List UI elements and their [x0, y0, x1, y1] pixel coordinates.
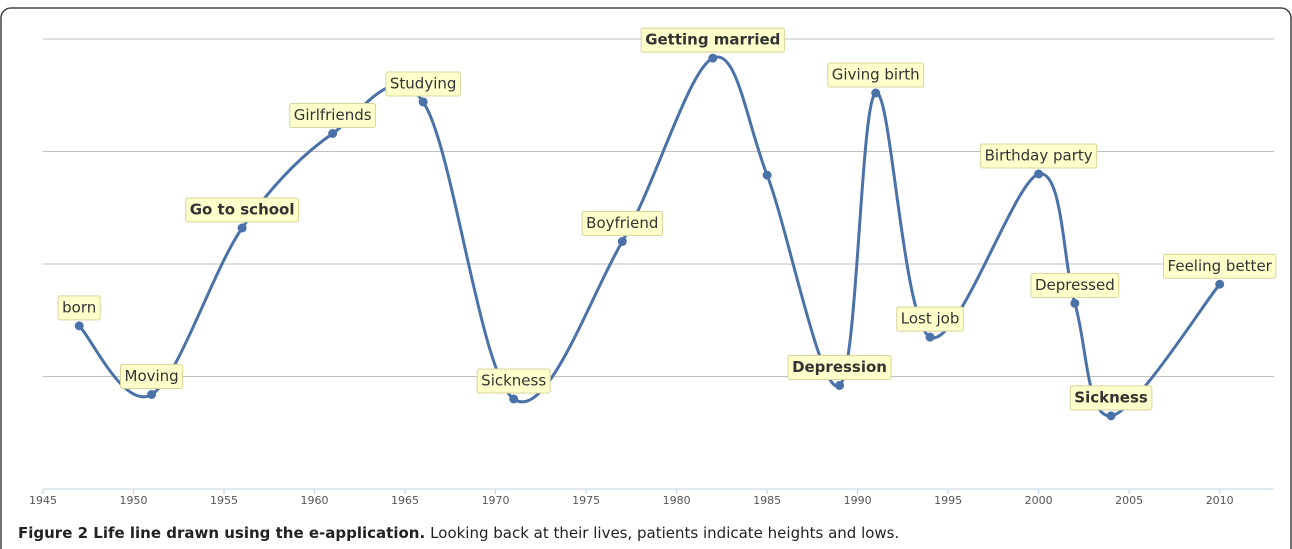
- label-text: Feeling better: [1168, 257, 1273, 275]
- x-tick-label: 1945: [29, 494, 57, 507]
- label-text: Girlfriends: [294, 106, 372, 124]
- event-label: Sickness: [476, 368, 551, 394]
- caption: Figure 2 Life line drawn using the e-app…: [18, 524, 899, 542]
- label-box: [1163, 253, 1277, 279]
- label-text: Go to school: [190, 201, 295, 219]
- label-box: [289, 103, 377, 128]
- event-label: Go to school: [185, 197, 300, 223]
- point: [418, 97, 428, 107]
- life-line: [78, 55, 1221, 418]
- x-tick-label: 1950: [120, 494, 148, 507]
- event-label: Getting married: [640, 27, 785, 53]
- label-text: Giving birth: [832, 66, 920, 84]
- label-box: [827, 62, 925, 88]
- point: [1215, 279, 1225, 289]
- point: [509, 394, 519, 404]
- x-tick-label: 2005: [1115, 494, 1143, 507]
- point: [1106, 411, 1116, 421]
- label-box: [1030, 272, 1120, 298]
- event-label: born: [57, 295, 101, 321]
- x-tick-label: 1975: [572, 494, 600, 507]
- label-box: [787, 355, 892, 380]
- label-text: Depressed: [1035, 276, 1115, 294]
- label-text: Depression: [792, 358, 887, 376]
- x-tick-label: 2010: [1206, 494, 1234, 507]
- frame: [0, 7, 1292, 549]
- point: [708, 53, 718, 63]
- label-text: Getting married: [645, 31, 780, 49]
- event-label: Sickness: [1069, 385, 1153, 411]
- event-label: Boyfriend: [581, 211, 663, 236]
- label-box: [1069, 385, 1153, 411]
- point: [328, 129, 338, 138]
- caption-text: Looking back at their lives, patients in…: [430, 524, 899, 542]
- label-text: Birthday party: [985, 147, 1093, 165]
- event-label: Feeling better: [1163, 253, 1277, 279]
- x-tick-label: 1985: [753, 494, 781, 507]
- event-label: Lost job: [896, 306, 964, 332]
- x-tick-label: 1960: [301, 494, 329, 507]
- label-box: [896, 306, 964, 332]
- x-tick-label: 1970: [482, 494, 510, 507]
- point: [617, 237, 627, 246]
- point: [1034, 169, 1044, 179]
- point: [835, 381, 845, 390]
- label-text: Studying: [390, 75, 457, 93]
- x-tick-label: 1965: [391, 494, 419, 507]
- label-text: Sickness: [1074, 388, 1148, 406]
- label-text: born: [62, 298, 96, 316]
- point: [237, 223, 247, 233]
- label-box: [185, 197, 300, 223]
- event-label: Giving birth: [827, 62, 925, 88]
- x-tick-label: 1955: [210, 494, 238, 507]
- label-text: Boyfriend: [586, 214, 658, 232]
- plot: 1945 1950 1955 1960 1965 1970 1975 1980 1985 1990…: [29, 27, 1277, 507]
- x-tick-label: 2000: [1025, 494, 1053, 507]
- label-box: [980, 143, 1098, 169]
- x-tick-label: 1990: [844, 494, 872, 507]
- caption-title: Figure 2 Life line drawn using the e-app…: [18, 524, 425, 542]
- label-text: Lost job: [901, 310, 960, 328]
- point: [1070, 298, 1080, 308]
- event-label: Birthday party: [980, 143, 1098, 169]
- point: [762, 170, 772, 180]
- label-box: [640, 27, 785, 53]
- point: [147, 390, 157, 399]
- label-box: [57, 295, 101, 321]
- label-box: [476, 368, 551, 394]
- event-label: Girlfriends: [289, 103, 377, 128]
- label-box: [120, 364, 184, 389]
- label-text: Moving: [125, 367, 179, 385]
- event-label: Studying: [385, 71, 461, 97]
- event-label: Moving: [120, 364, 184, 389]
- event-label: Depressed: [1030, 272, 1120, 298]
- label-box: [581, 211, 663, 236]
- event-label: Depression: [787, 355, 892, 380]
- point: [925, 332, 935, 342]
- label-box: [385, 71, 461, 97]
- point: [74, 321, 84, 331]
- point: [871, 88, 881, 98]
- x-tick-label: 1980: [663, 494, 691, 507]
- label-text: Sickness: [481, 372, 546, 390]
- x-tick-label: 1995: [934, 494, 962, 507]
